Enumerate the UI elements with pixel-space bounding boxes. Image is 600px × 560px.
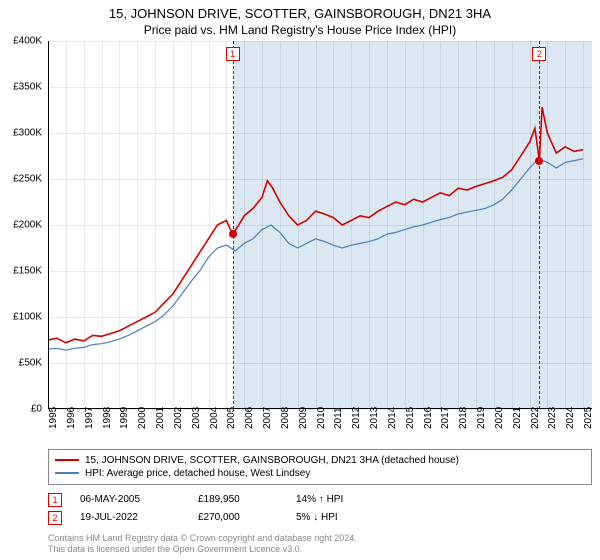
sale-delta: 14% ↑ HPI — [296, 494, 376, 505]
legend-item-hpi: HPI: Average price, detached house, West… — [55, 467, 585, 480]
chart-subtitle: Price paid vs. HM Land Registry's House … — [0, 21, 600, 41]
y-axis: £0£50K£100K£150K£200K£250K£300K£350K£400… — [0, 41, 48, 409]
sale-price: £189,950 — [198, 494, 278, 505]
sale-date: 19-JUL-2022 — [80, 512, 180, 523]
sale-row: 2 19-JUL-2022 £270,000 5% ↓ HPI — [48, 509, 592, 527]
sales-list: 1 06-MAY-2005 £189,950 14% ↑ HPI 2 19-JU… — [48, 491, 592, 527]
sale-price: £270,000 — [198, 512, 278, 523]
legend-item-price-paid: 15, JOHNSON DRIVE, SCOTTER, GAINSBOROUGH… — [55, 454, 585, 467]
x-axis: 1995199619971998199920002001200220032004… — [48, 409, 592, 443]
legend-label: HPI: Average price, detached house, West… — [85, 468, 310, 479]
sale-row: 1 06-MAY-2005 £189,950 14% ↑ HPI — [48, 491, 592, 509]
sale-delta: 5% ↓ HPI — [296, 512, 376, 523]
chart-plot: £0£50K£100K£150K£200K£250K£300K£350K£400… — [48, 41, 592, 409]
legend-swatch-icon — [55, 472, 79, 474]
chart-footer: 15, JOHNSON DRIVE, SCOTTER, GAINSBOROUGH… — [48, 449, 592, 556]
legend-swatch-icon — [55, 459, 79, 461]
sale-marker-icon: 1 — [48, 493, 62, 507]
license-text: Contains HM Land Registry data © Crown c… — [48, 533, 592, 556]
legend-label: 15, JOHNSON DRIVE, SCOTTER, GAINSBOROUGH… — [85, 455, 459, 466]
chart-title: 15, JOHNSON DRIVE, SCOTTER, GAINSBOROUGH… — [0, 0, 600, 21]
sale-marker-icon: 2 — [48, 511, 62, 525]
chart-lines — [48, 41, 592, 409]
legend: 15, JOHNSON DRIVE, SCOTTER, GAINSBOROUGH… — [48, 449, 592, 485]
sale-date: 06-MAY-2005 — [80, 494, 180, 505]
